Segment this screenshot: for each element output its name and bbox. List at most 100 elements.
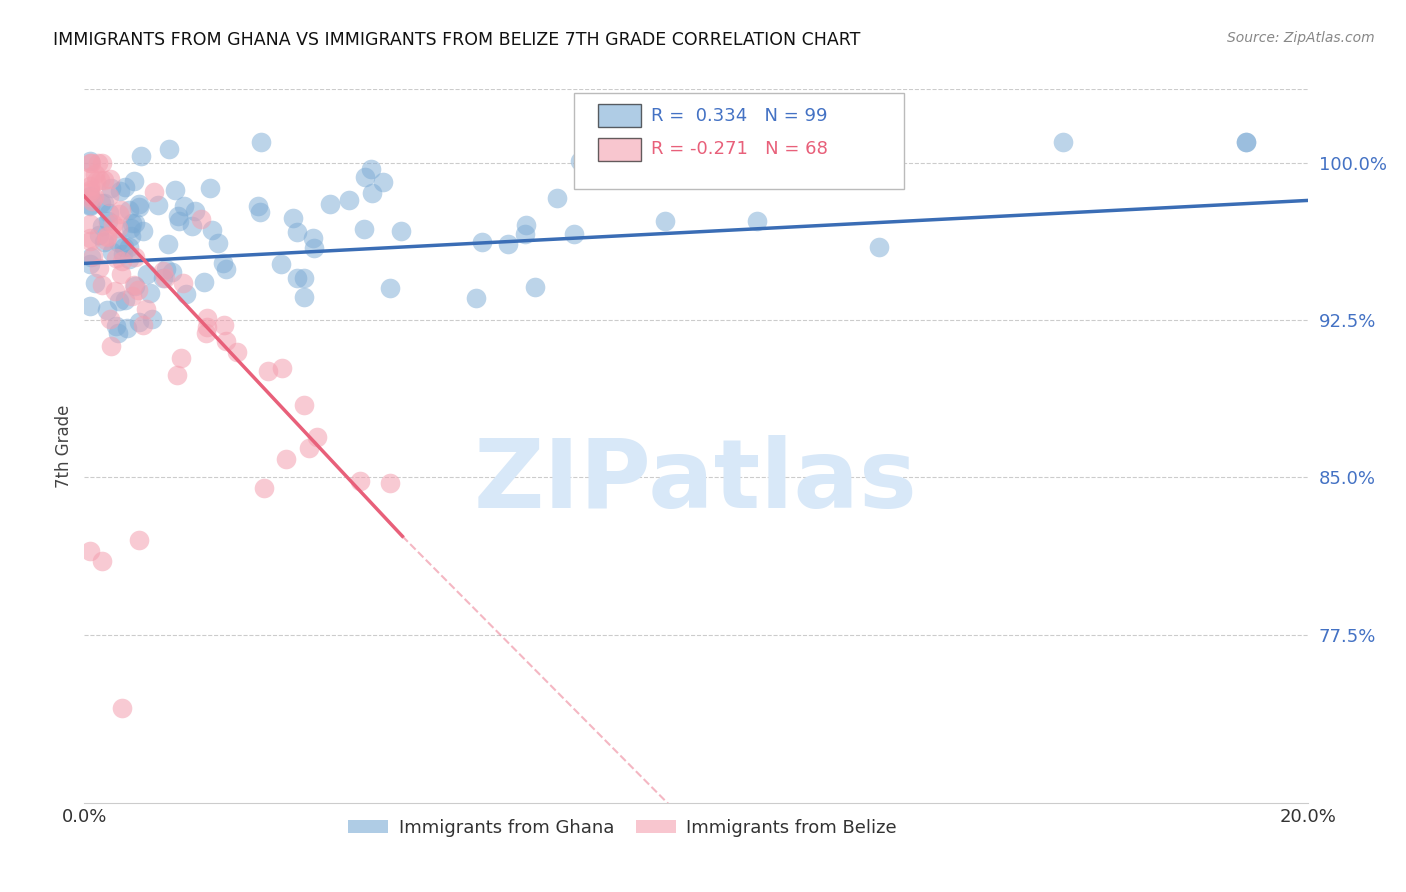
Point	[100, 181, 122, 195]
Point	[152, 264, 174, 278]
Point	[135, 267, 157, 281]
Point	[97, 188, 120, 202]
Point	[298, 441, 321, 455]
Point	[253, 482, 276, 496]
Point	[155, 262, 177, 277]
Point	[1052, 135, 1074, 149]
Point	[120, 221, 142, 235]
Point	[353, 169, 375, 184]
Point	[198, 181, 221, 195]
Text: ZIPatlas: ZIPatlas	[474, 435, 918, 528]
Point	[513, 227, 536, 242]
Point	[546, 191, 568, 205]
Point	[294, 270, 316, 285]
Point	[112, 239, 135, 253]
Point	[114, 180, 136, 194]
Point	[319, 197, 342, 211]
Point	[117, 240, 139, 254]
Point	[184, 203, 207, 218]
Point	[115, 320, 138, 334]
Point	[121, 216, 143, 230]
Point	[190, 211, 212, 226]
Point	[373, 175, 395, 189]
Point	[93, 173, 115, 187]
Point	[79, 231, 101, 245]
Point	[79, 544, 101, 558]
Point	[104, 284, 127, 298]
Point	[80, 155, 103, 169]
Point	[152, 271, 174, 285]
Point	[91, 155, 114, 169]
Point	[98, 171, 121, 186]
Point	[93, 195, 115, 210]
Point	[118, 203, 141, 218]
Point	[80, 250, 103, 264]
Point	[79, 185, 101, 199]
Point	[143, 186, 166, 200]
Point	[79, 169, 101, 184]
Point	[79, 183, 101, 197]
Point	[380, 281, 402, 295]
Legend: Immigrants from Ghana, Immigrants from Belize: Immigrants from Ghana, Immigrants from B…	[342, 812, 904, 844]
Point	[124, 250, 146, 264]
Point	[153, 271, 176, 285]
Point	[80, 194, 103, 208]
Point	[380, 475, 402, 490]
Point	[79, 190, 101, 204]
Point	[128, 200, 150, 214]
Point	[110, 202, 132, 217]
Point	[349, 474, 371, 488]
Point	[166, 209, 188, 223]
Point	[87, 228, 110, 243]
Point	[1236, 135, 1258, 149]
Point	[101, 245, 124, 260]
Point	[180, 219, 202, 234]
Point	[103, 217, 125, 231]
Point	[124, 277, 146, 292]
Point	[82, 249, 104, 263]
Point	[270, 257, 292, 271]
FancyBboxPatch shape	[598, 137, 641, 161]
Point	[84, 174, 107, 188]
Point	[108, 207, 131, 221]
Point	[195, 320, 218, 334]
Point	[107, 294, 129, 309]
Point	[91, 554, 114, 568]
Point	[79, 257, 101, 271]
Point	[166, 368, 188, 382]
Point	[79, 153, 101, 168]
Point	[79, 155, 101, 169]
Point	[93, 235, 115, 250]
Point	[869, 240, 891, 254]
Point	[281, 211, 304, 225]
Point	[292, 398, 315, 412]
Point	[194, 326, 217, 340]
Point	[129, 149, 152, 163]
Point	[111, 701, 134, 715]
Point	[292, 290, 315, 304]
Point	[128, 533, 150, 548]
Point	[568, 154, 591, 169]
Point	[247, 199, 270, 213]
Point	[128, 197, 150, 211]
Point	[107, 326, 129, 340]
Point	[79, 199, 101, 213]
Point	[167, 213, 190, 227]
Point	[87, 155, 110, 169]
Text: R = -0.271   N = 68: R = -0.271 N = 68	[651, 140, 828, 158]
Point	[108, 184, 131, 198]
Point	[98, 205, 121, 219]
Point	[128, 315, 150, 329]
Point	[524, 280, 547, 294]
Point	[301, 230, 323, 244]
Point	[111, 253, 134, 268]
Point	[249, 204, 271, 219]
Point	[276, 452, 298, 467]
Point	[79, 234, 101, 248]
Point	[96, 302, 118, 317]
Point	[122, 173, 145, 187]
Point	[91, 219, 114, 234]
Point	[100, 339, 122, 353]
Point	[285, 270, 308, 285]
Point	[104, 252, 127, 266]
